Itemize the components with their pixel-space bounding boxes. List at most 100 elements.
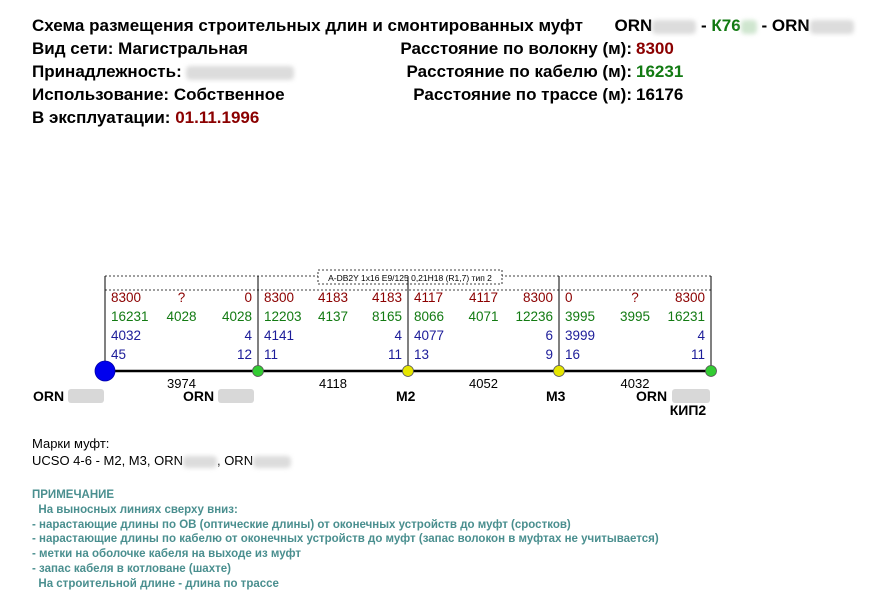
endpoint-b: ORN [771,16,810,35]
segment-length: 4118 [319,376,347,391]
splice-node [402,365,414,377]
endpoint-a: ORN [614,16,653,35]
route-distance-value: 16176 [636,85,684,104]
note-line: На строительной длине - длина по трассе [32,577,279,590]
cable-distance-value: 16231 [636,62,684,81]
note-title: ПРИМЕЧАНИЕ [32,489,115,501]
splice-node [252,365,264,377]
callout-value: 16231 [111,309,149,324]
network-type-row: Вид сети: Магистральная [32,39,248,59]
note-line: - нарастающие длины по кабелю от оконечн… [32,533,659,546]
callout-value: 4028 [222,309,252,324]
callout-value: 16 [565,347,580,362]
callout-value: 4071 [468,309,498,324]
route-distance-label: Расстояние по трассе (м): [413,85,632,104]
note-line: - запас кабеля в котловане (шахте) [32,562,231,575]
callout-value: ? [178,290,186,305]
redacted-middle-point [740,19,757,34]
segment-length: 4052 [469,376,498,391]
callout-value: 4183 [372,290,402,305]
callout-value: 8300 [523,290,553,305]
callout-value: 12 [237,347,252,362]
callout-value: 8066 [414,309,444,324]
callout-value: 16231 [667,309,705,324]
callout-value: 4028 [166,309,196,324]
callout-value: 4117 [469,290,498,305]
callout-value: 4 [697,328,705,343]
callout-value: 8300 [264,290,294,305]
redacted-node-label [68,389,104,403]
cable-type-label-box [317,269,503,285]
node-label: M2 [396,388,416,404]
node-label: ORN [33,388,64,404]
cable-type-label: A-DB2Y 1x16 E9/125 0,21H18 (R1,7) тип 2 [328,273,492,283]
segment-length: 3974 [167,376,196,391]
callout-value: 45 [111,347,126,362]
callout-value: 11 [691,347,705,362]
note-line: - метки на оболочке кабеля на выходе из … [32,548,302,561]
callout-value: 13 [414,347,429,362]
operation-date: 01.11.1996 [175,108,260,127]
callout-values: 8300 16231 4032 45? 4028 0 4028 4 12 8300 12203 414… [111,290,705,362]
note-line: - нарастающие длины по ОВ (оптические дл… [32,518,571,531]
callout-value: 11 [264,347,278,362]
callout-value: 8165 [372,309,402,324]
marks-line-mid: , ORN [216,453,254,468]
callout-value: 4183 [318,290,348,305]
callout-value: 12203 [264,309,302,324]
callout-value: 4137 [318,309,348,324]
callout-value: 8300 [675,290,705,305]
marks-line: UCSO 4-6 - M2, M3, ORN , ORN [32,453,292,468]
node-label: ORN [636,388,667,404]
fiber-distance-value: 8300 [636,39,674,58]
callout-value: 3999 [565,328,595,343]
redacted-endpoint-b [809,19,854,34]
title-sep-2: - [761,16,768,35]
redacted-mark-1 [182,455,217,468]
callout-value: 3995 [620,309,650,324]
marks-title: Марки муфт: [32,436,110,451]
title-sep-1: - [701,16,707,35]
cable-distance-label: Расстояние по кабелю (м): [406,62,632,81]
splice-node [94,360,116,382]
callout-value: 0 [565,290,573,305]
callout-value: 4032 [111,328,141,343]
callout-value: 11 [388,347,402,362]
callout-value: 0 [244,290,252,305]
callout-value: 9 [545,347,553,362]
splice-diagram: A-DB2Y 1x16 E9/125 0,21H18 (R1,7) тип 2 … [33,269,717,418]
marks-line-prefix: UCSO 4-6 - M2, M3, ORN [32,453,183,468]
operation-row: В эксплуатации: 01.11.1996 [32,108,259,128]
callout-value: 6 [545,328,553,343]
splice-node [553,365,565,377]
note-block: ПРИМЕЧАНИЕ На выносных линиях сверху вни… [32,488,659,592]
callout-value: 8300 [111,290,141,305]
splice-nodes [94,360,717,382]
note-line: На выносных линиях сверху вниз: [32,503,238,516]
segment-lengths: 3974 4118 4052 4032 [167,376,649,391]
redacted-node-label [672,389,710,403]
middle-point: К76 [711,16,741,35]
callout-value: 4117 [414,290,443,305]
callout-value: 3995 [565,309,595,324]
callout-value: 12236 [515,309,553,324]
redacted-node-label [218,389,254,403]
owner-label: Принадлежность: [32,62,182,81]
node-label: M3 [546,388,566,404]
fiber-distance-label: Расстояние по волокну (м): [400,39,632,58]
network-type-label: Вид сети: [32,39,114,58]
segment-length: 4032 [621,376,650,391]
node-sublabel: КИП2 [670,402,707,418]
network-type-value: Магистральная [118,39,248,58]
splice-node [705,365,717,377]
schema-title: Схема размещения строительных длин и смо… [32,16,584,35]
node-label: ORN [183,388,214,404]
schema-title-line: Схема размещения строительных длин и смо… [32,16,854,36]
redacted-endpoint-a [652,19,697,34]
usage-value: Собственное [173,85,285,104]
redacted-owner [186,65,295,80]
callout-lines [104,276,712,371]
callout-value: 4077 [414,328,444,343]
callout-value: 4 [244,328,252,343]
